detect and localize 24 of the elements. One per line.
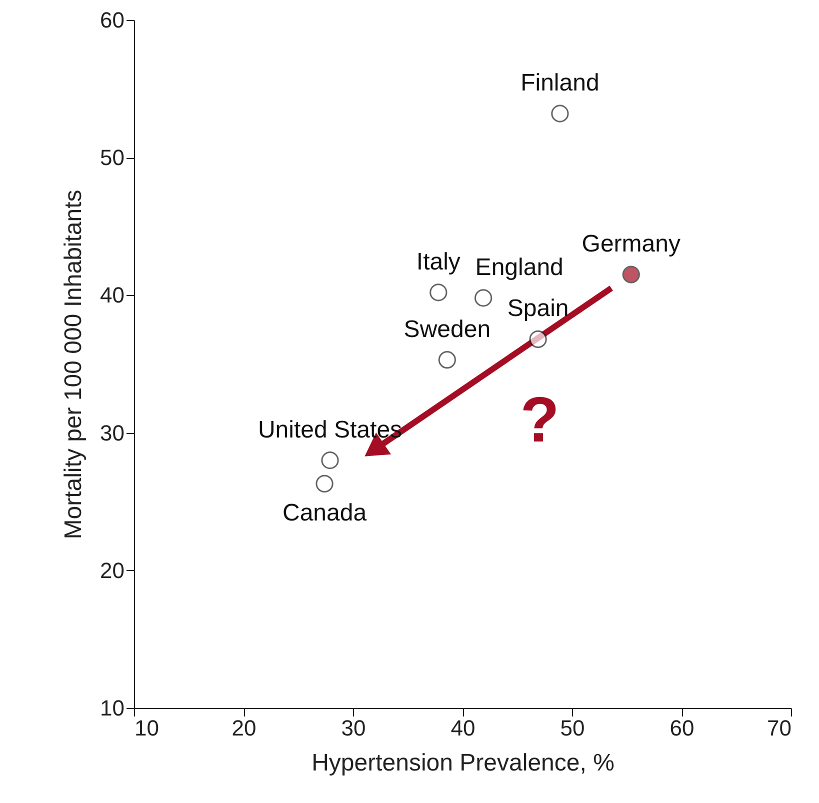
annotation: Germany (582, 230, 680, 258)
x-tick-label: 60 (670, 716, 694, 740)
y-axis-title: Mortality per 100 000 Inhabitants (60, 190, 88, 540)
y-tick-label: 50 (100, 145, 124, 170)
annotation: ? (520, 383, 560, 456)
y-tick-label: 40 (100, 282, 124, 308)
x-tick-label: 50 (560, 716, 585, 740)
annotation: Italy (416, 248, 460, 276)
annotation: Sweden (404, 316, 491, 343)
x-tick-label: 40 (450, 716, 476, 740)
annotation: Finland (520, 70, 600, 97)
y-tick-label: 30 (100, 420, 124, 446)
annotation: United States (258, 416, 402, 444)
y-tick-label: 20 (100, 558, 124, 583)
x-tick-label: 30 (341, 716, 366, 740)
y-tick-label: 60 (100, 8, 124, 32)
x-axis-title: Hypertension Prevalence, % (312, 750, 614, 776)
x-tick-label: 70 (767, 716, 792, 740)
annotation: Spain (507, 295, 569, 322)
y-tick-label: 10 (100, 696, 124, 720)
annotation: England (475, 254, 564, 281)
annotation: Canada (282, 500, 368, 527)
x-tick-label: 10 (134, 716, 159, 740)
x-tick-label: 20 (232, 716, 256, 740)
